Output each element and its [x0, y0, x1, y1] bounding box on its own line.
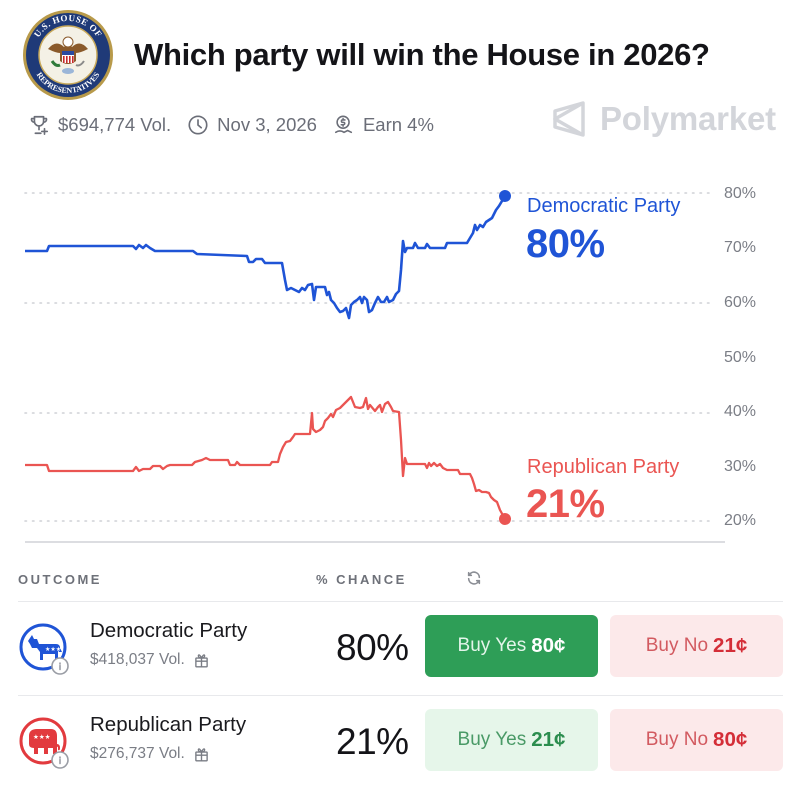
outcome-chance: 80%	[336, 627, 409, 668]
chart-plot	[24, 190, 725, 543]
democratic-line	[25, 195, 507, 320]
republican-series-value: 21%	[526, 482, 605, 526]
row-divider	[18, 695, 783, 696]
y-tick-80: 80%	[724, 185, 757, 202]
buy-no-button[interactable]: Buy No 21¢	[610, 615, 783, 677]
democratic-series-value: 80%	[526, 222, 605, 266]
democratic-series-label: Democratic Party	[527, 195, 681, 217]
y-tick-50: 50%	[724, 349, 757, 366]
y-tick-20: 20%	[724, 512, 757, 529]
clock-icon	[188, 115, 208, 135]
trophy-plus-icon	[30, 115, 49, 135]
outcome-volume: $418,037 Vol.	[90, 651, 209, 669]
gift-icon	[195, 747, 208, 761]
earn-rewards[interactable]: Earn 4%	[333, 114, 434, 136]
y-tick-60: 60%	[724, 294, 757, 311]
market-end-date: Nov 3, 2026	[187, 114, 317, 136]
market-title: Which party will win the House in 2026?	[134, 37, 710, 72]
outcome-volume: $276,737 Vol.	[90, 745, 209, 763]
gift-icon	[195, 653, 208, 667]
polymarket-brand: Polymarket	[552, 100, 776, 138]
y-tick-30: 30%	[724, 458, 757, 475]
outcomes-table-header: OUTCOME % CHANCE	[18, 568, 783, 600]
republican-endpoint	[499, 513, 511, 525]
buy-yes-button[interactable]: Buy Yes 80¢	[425, 615, 598, 677]
gridlines	[24, 192, 713, 522]
market-header: U.S. HOUSE OF REPRESENTATIVES Which part…	[22, 10, 782, 100]
table-divider	[18, 601, 783, 602]
refresh-icon[interactable]	[466, 570, 482, 586]
buy-yes-button[interactable]: Buy Yes 21¢	[425, 709, 598, 771]
outcome-name[interactable]: Republican Party	[90, 713, 247, 736]
outcome-row-democratic[interactable]: ★★★ Democratic Party $418,037 Vol. 80% B…	[18, 605, 783, 697]
market-volume: $694,774 Vol.	[28, 114, 171, 136]
republican-series-label: Republican Party	[527, 456, 680, 478]
column-chance: % CHANCE	[316, 572, 407, 587]
polymarket-logo-icon	[553, 101, 585, 137]
outcome-name[interactable]: Democratic Party	[90, 619, 248, 642]
svg-text:★★★: ★★★	[33, 733, 51, 741]
republican-line	[25, 395, 507, 520]
svg-text:★★★: ★★★	[45, 646, 61, 653]
price-history-chart[interactable]: 80% 70% 60% 50% 40% 30% 20% Democratic P…	[0, 170, 800, 555]
column-outcome: OUTCOME	[18, 572, 102, 587]
democratic-endpoint	[499, 190, 511, 202]
donkey-icon: ★★★	[19, 623, 69, 675]
market-meta: $694,774 Vol. Nov 3, 2026 Earn 4%	[28, 108, 450, 142]
house-seal-icon: U.S. HOUSE OF REPRESENTATIVES	[23, 10, 113, 100]
buy-no-button[interactable]: Buy No 80¢	[610, 709, 783, 771]
y-tick-70: 70%	[724, 239, 757, 256]
money-hand-icon	[334, 115, 353, 134]
elephant-icon: ★★★	[19, 717, 69, 769]
outcome-chance: 21%	[336, 721, 409, 762]
outcome-row-republican[interactable]: ★★★ Republican Party $276,737 Vol. 21% B…	[18, 699, 783, 791]
y-tick-40: 40%	[724, 403, 757, 420]
